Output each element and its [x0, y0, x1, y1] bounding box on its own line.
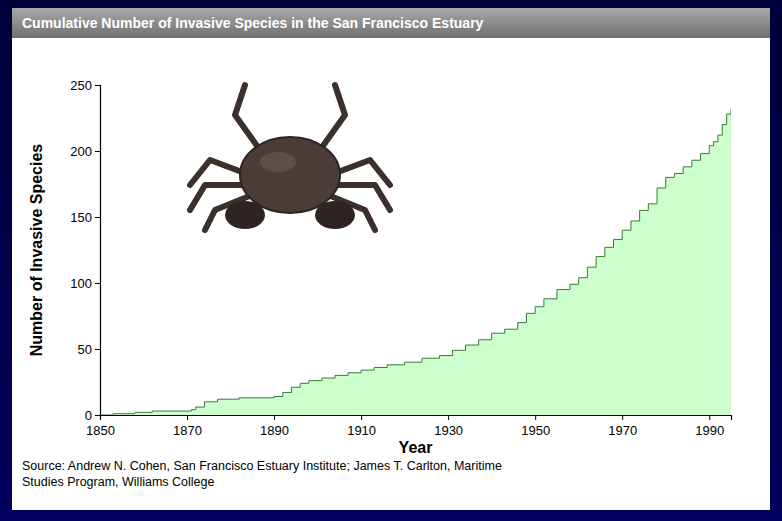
title: Cumulative Number of Invasive Species in…: [22, 15, 484, 31]
area-edge: [100, 109, 731, 415]
y-tick: 0: [85, 408, 100, 423]
x-tick-label: 1870: [173, 423, 202, 438]
x-tick-label: 1850: [86, 423, 115, 438]
y-axis-line: [95, 86, 101, 416]
chart-root: Cumulative Number of Invasive Species in…: [0, 0, 782, 521]
title-bar: [12, 8, 770, 38]
y-tick-label: 50: [78, 342, 92, 357]
crab-leg: [320, 85, 345, 150]
x-tick-label: 1970: [608, 423, 637, 438]
x-tick: 1970: [608, 415, 637, 438]
y-tick-mark: [95, 283, 100, 284]
x-tick-mark: [274, 415, 275, 420]
area: [100, 109, 731, 415]
x-tick-label: 1890: [260, 423, 289, 438]
x-tick-mark: [361, 415, 362, 420]
x-tick: 1870: [173, 415, 202, 438]
x-tick-mark: [448, 415, 449, 420]
y-tick-mark: [95, 151, 100, 152]
x-tick-label: 1930: [434, 423, 463, 438]
x-tick: 1930: [434, 415, 463, 438]
x-tick-label: 1950: [521, 423, 550, 438]
y-tick: 150: [70, 210, 100, 225]
crab-highlight: [260, 152, 296, 172]
y-tick-mark: [95, 349, 100, 350]
y-axis: 0 50 100 150 200 250: [70, 78, 100, 423]
y-tick: 100: [70, 276, 100, 291]
y-tick: 200: [70, 144, 100, 159]
x-axis-title: Year: [399, 439, 433, 456]
y-tick-label: 0: [85, 408, 92, 423]
source-note: Studies Program, Williams College: [22, 475, 214, 489]
y-tick-label: 150: [70, 210, 92, 225]
y-tick-label: 200: [70, 144, 92, 159]
plot-marks: [100, 109, 731, 415]
y-tick-mark: [95, 85, 100, 86]
y-tick: 250: [70, 78, 100, 93]
x-tick-mark: [187, 415, 188, 420]
crab-leg: [235, 85, 260, 150]
source-note: Source: Andrew N. Cohen, San Francisco E…: [22, 459, 502, 473]
x-tick-mark: [622, 415, 623, 420]
y-tick-mark: [95, 217, 100, 218]
background: [0, 0, 782, 521]
x-tick: 1910: [347, 415, 376, 438]
x-tick-mark: [535, 415, 536, 420]
x-tick-label: 1910: [347, 423, 376, 438]
y-tick-label: 250: [70, 78, 92, 93]
crab-illustration: [190, 85, 390, 230]
x-tick-mark: [709, 415, 710, 420]
panel: [12, 8, 770, 510]
y-tick: 50: [78, 342, 100, 357]
x-axis: 1850 1870 1890 1910 1930 1950 1970 1990: [86, 415, 731, 438]
crab-body: [240, 137, 340, 213]
y-tick-label: 100: [70, 276, 92, 291]
x-tick: 1950: [521, 415, 550, 438]
x-tick: 1890: [260, 415, 289, 438]
x-tick: 1990: [695, 415, 724, 438]
x-axis-line: [101, 416, 732, 421]
x-tick-label: 1990: [695, 423, 724, 438]
y-axis-title: Number of Invasive Species: [28, 144, 45, 357]
y-tick-mark: [95, 415, 100, 416]
